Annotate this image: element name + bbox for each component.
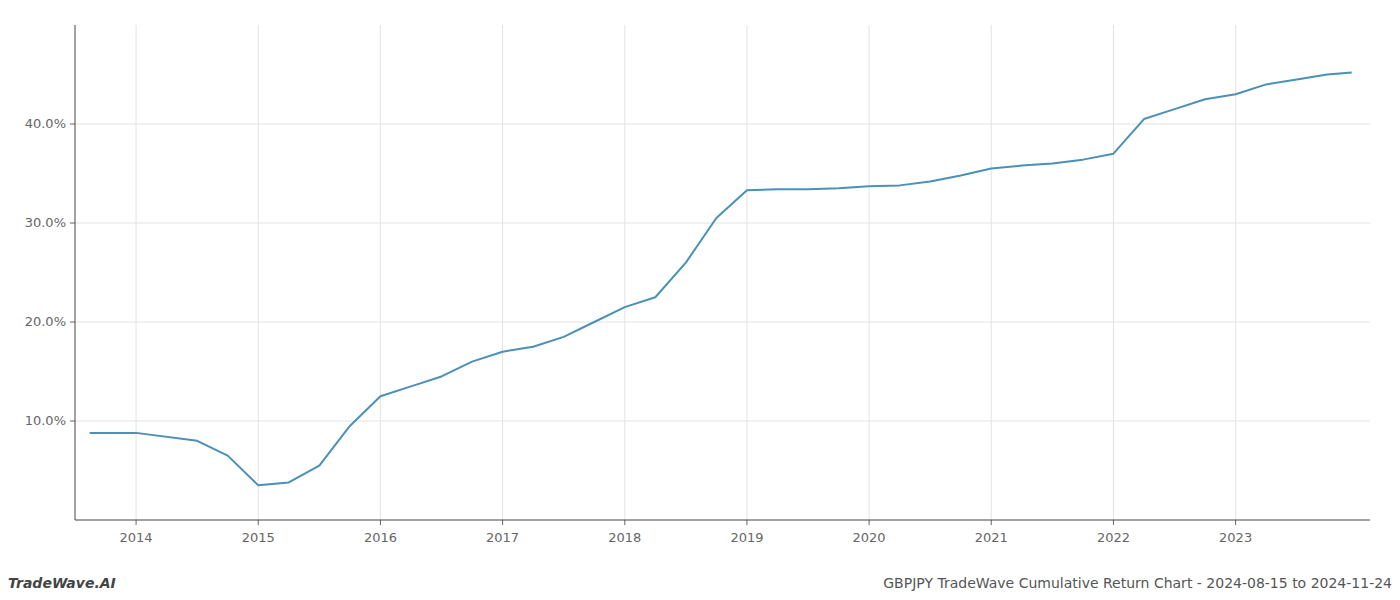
y-axis-line bbox=[75, 25, 76, 520]
tick-label: 2017 bbox=[486, 530, 519, 545]
grid-line bbox=[1235, 25, 1236, 520]
tick-label: 2020 bbox=[853, 530, 886, 545]
tick-label: 30.0% bbox=[25, 215, 66, 230]
grid-line bbox=[75, 421, 1370, 422]
grid-line bbox=[991, 25, 992, 520]
grid-line bbox=[75, 124, 1370, 125]
tick-label: 2018 bbox=[608, 530, 641, 545]
tick-mark bbox=[991, 520, 992, 525]
tick-mark bbox=[1113, 520, 1114, 525]
grid-line bbox=[380, 25, 381, 520]
grid-line bbox=[502, 25, 503, 520]
tick-mark bbox=[70, 223, 75, 224]
tick-label: 2019 bbox=[730, 530, 763, 545]
tick-label: 2016 bbox=[364, 530, 397, 545]
grid bbox=[75, 25, 1370, 520]
tick-mark bbox=[869, 520, 870, 525]
grid-line bbox=[75, 223, 1370, 224]
tick-label: 2014 bbox=[120, 530, 153, 545]
tick-label: 2021 bbox=[975, 530, 1008, 545]
grid-line bbox=[136, 25, 137, 520]
grid-line bbox=[1113, 25, 1114, 520]
tick-label: 10.0% bbox=[25, 413, 66, 428]
grid-line bbox=[746, 25, 747, 520]
tick-mark bbox=[380, 520, 381, 525]
tick-mark bbox=[258, 520, 259, 525]
tick-label: 2022 bbox=[1097, 530, 1130, 545]
tick-mark bbox=[70, 421, 75, 422]
plot-area bbox=[90, 73, 1352, 486]
tick-mark bbox=[70, 322, 75, 323]
grid-line bbox=[258, 25, 259, 520]
tick-mark bbox=[624, 520, 625, 525]
grid-line bbox=[624, 25, 625, 520]
tick-mark bbox=[746, 520, 747, 525]
axes: 10.0% 20.0% 30.0% 40.0% 2014 2015 2016 2017 2018… bbox=[25, 25, 1370, 545]
watermark: TradeWave.AI bbox=[8, 575, 116, 591]
tick-mark bbox=[1235, 520, 1236, 525]
x-axis-line bbox=[75, 520, 1370, 521]
tick-label: 20.0% bbox=[25, 314, 66, 329]
title: GBPJPY TradeWave Cumulative Return Chart… bbox=[883, 575, 1392, 591]
grid-line bbox=[75, 322, 1370, 323]
tick-mark bbox=[136, 520, 137, 525]
chart: 10.0% 20.0% 30.0% 40.0% 2014 2015 2016 2017 2018… bbox=[0, 0, 1400, 600]
tick-label: 2015 bbox=[242, 530, 275, 545]
tick-label: 40.0% bbox=[25, 116, 66, 131]
tick-label: 2023 bbox=[1219, 530, 1252, 545]
line bbox=[90, 73, 1352, 486]
tick-mark bbox=[70, 124, 75, 125]
tick-mark bbox=[502, 520, 503, 525]
grid-line bbox=[869, 25, 870, 520]
